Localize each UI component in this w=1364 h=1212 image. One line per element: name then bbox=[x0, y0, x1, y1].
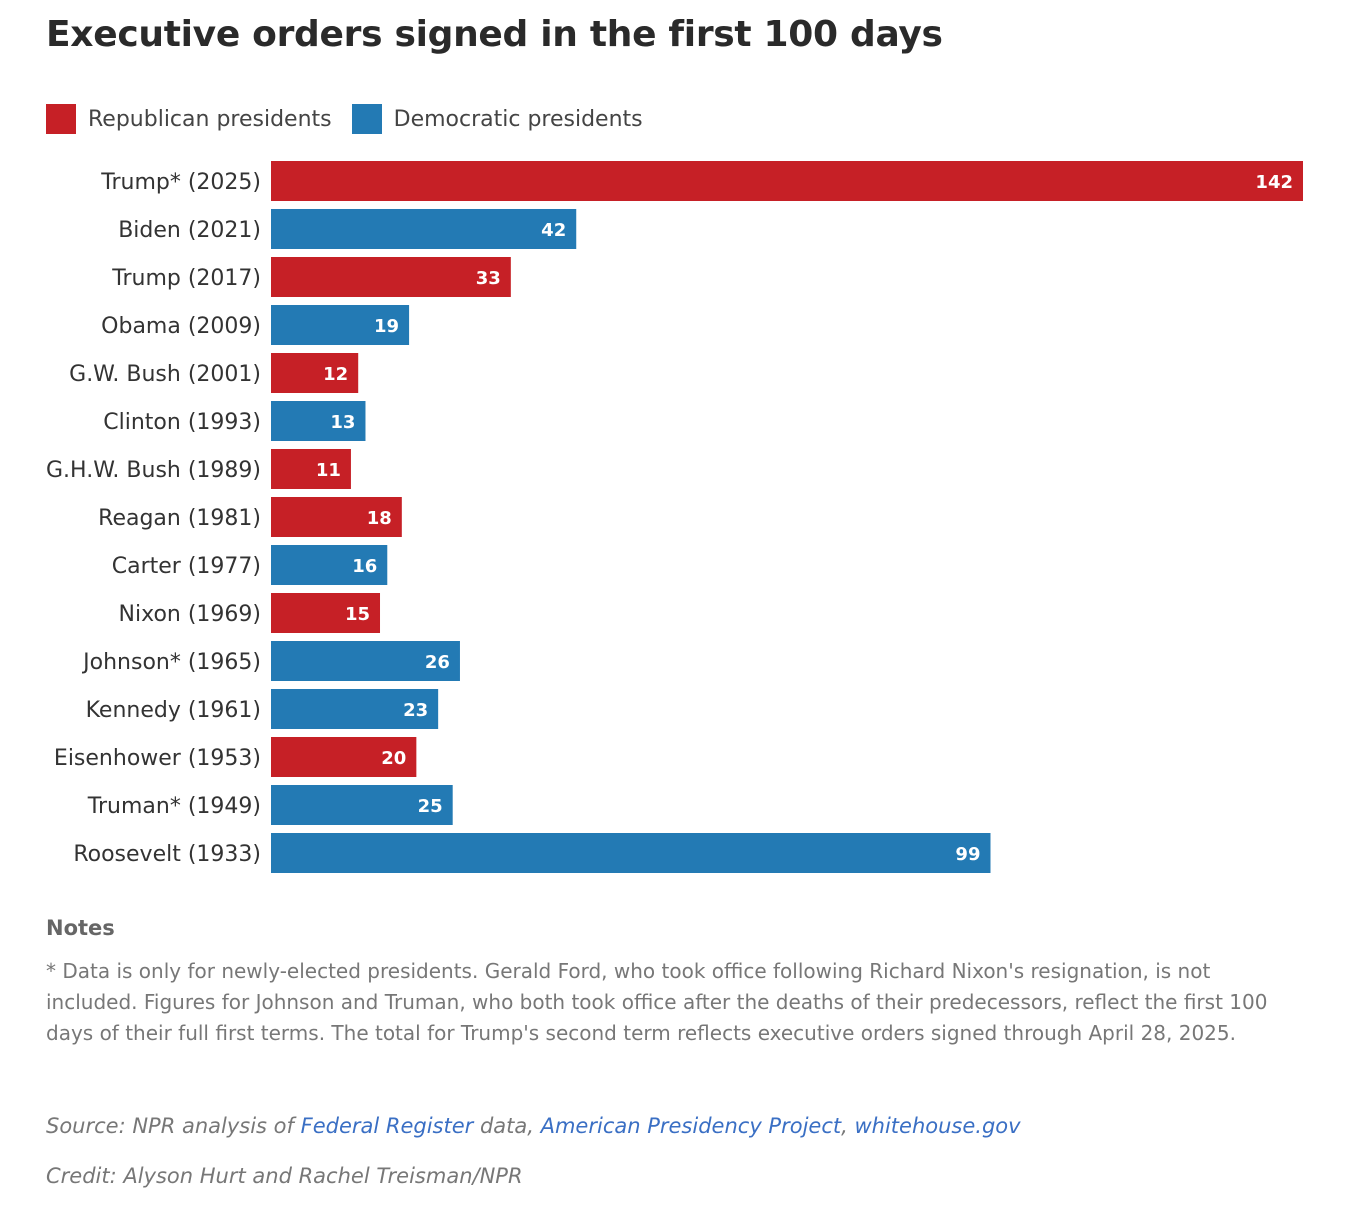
notes-title: Notes bbox=[46, 916, 115, 940]
category-label-1: Biden (2021) bbox=[118, 218, 261, 243]
category-label-9: Nixon (1969) bbox=[119, 602, 261, 627]
federal-register-link[interactable]: Federal Register bbox=[300, 1114, 474, 1138]
category-label-6: G.H.W. Bush (1989) bbox=[46, 458, 261, 483]
value-label-3: 19 bbox=[374, 316, 399, 337]
bar-1 bbox=[271, 209, 577, 249]
bar-6 bbox=[271, 449, 351, 489]
value-label-2: 33 bbox=[476, 268, 501, 289]
category-label-10: Johnson* (1965) bbox=[81, 650, 261, 675]
category-label-14: Roosevelt (1933) bbox=[73, 842, 261, 867]
category-label-12: Eisenhower (1953) bbox=[54, 746, 261, 771]
category-label-8: Carter (1977) bbox=[112, 554, 261, 579]
whitehouse-link[interactable]: whitehouse.gov bbox=[854, 1114, 1021, 1138]
bar-3 bbox=[271, 305, 410, 345]
value-label-6: 11 bbox=[316, 460, 341, 481]
legend-swatch-republican bbox=[46, 104, 76, 134]
source-prefix: Source: NPR analysis of bbox=[46, 1114, 301, 1138]
legend: Republican presidents Democratic preside… bbox=[46, 104, 663, 134]
value-label-11: 23 bbox=[403, 700, 428, 721]
bar-4 bbox=[271, 353, 359, 393]
legend-label-democratic: Democratic presidents bbox=[393, 106, 643, 132]
bar-13 bbox=[271, 785, 453, 825]
category-label-2: Trump (2017) bbox=[111, 266, 261, 291]
category-label-3: Obama (2009) bbox=[101, 314, 261, 339]
value-label-14: 99 bbox=[955, 844, 980, 865]
source-line: Source: NPR analysis of Federal Register… bbox=[46, 1114, 1021, 1138]
legend-swatch-democratic bbox=[351, 104, 382, 134]
bar-8 bbox=[271, 545, 388, 585]
category-label-0: Trump* (2025) bbox=[100, 170, 261, 195]
bar-14 bbox=[271, 833, 991, 873]
value-label-7: 18 bbox=[367, 508, 392, 529]
bar-12 bbox=[271, 737, 417, 777]
legend-item-republican: Republican presidents bbox=[46, 104, 332, 134]
value-label-12: 20 bbox=[381, 748, 406, 769]
value-label-13: 25 bbox=[418, 796, 443, 817]
bar-10 bbox=[271, 641, 460, 681]
bar-0 bbox=[271, 161, 1303, 201]
bar-5 bbox=[271, 401, 366, 441]
american-presidency-project-link[interactable]: American Presidency Project bbox=[540, 1114, 842, 1138]
notes-text: * Data is only for newly-elected preside… bbox=[46, 959, 1268, 1045]
value-label-8: 16 bbox=[352, 556, 377, 577]
category-label-4: G.W. Bush (2001) bbox=[69, 362, 261, 387]
value-label-0: 142 bbox=[1255, 172, 1293, 193]
value-label-1: 42 bbox=[541, 220, 566, 241]
credit-line: Credit: Alyson Hurt and Rachel Treisman/… bbox=[46, 1164, 523, 1188]
source-sep: , bbox=[841, 1114, 855, 1138]
value-label-9: 15 bbox=[345, 604, 370, 625]
bar-11 bbox=[271, 689, 439, 729]
bar-chart: Trump* (2025) 142 Biden (2021) 42 Trump (201… bbox=[46, 161, 1303, 873]
category-label-13: Truman* (1949) bbox=[87, 794, 261, 819]
bar-7 bbox=[271, 497, 402, 537]
legend-label-republican: Republican presidents bbox=[88, 106, 332, 132]
category-label-5: Clinton (1993) bbox=[103, 410, 261, 435]
bar-2 bbox=[271, 257, 511, 297]
value-label-5: 13 bbox=[330, 412, 355, 433]
value-label-10: 26 bbox=[425, 652, 450, 673]
category-label-7: Reagan (1981) bbox=[98, 506, 261, 531]
bar-9 bbox=[271, 593, 381, 633]
source-middle: data, bbox=[473, 1114, 541, 1138]
legend-item-democratic: Democratic presidents bbox=[351, 104, 643, 134]
category-label-11: Kennedy (1961) bbox=[86, 698, 261, 723]
chart-title: Executive orders signed in the first 100… bbox=[46, 14, 943, 55]
value-label-4: 12 bbox=[323, 364, 348, 385]
